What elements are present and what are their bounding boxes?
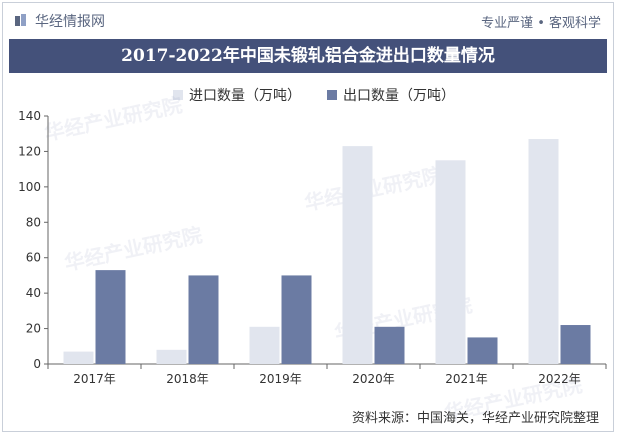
tagline: 专业严谨 • 客观科学 — [481, 16, 601, 31]
legend-label-export: 出口数量（万吨） — [343, 88, 455, 104]
legend-swatch-import — [173, 90, 183, 100]
legend-label-import: 进口数量（万吨） — [189, 88, 301, 104]
brand-name: 华经情报网 — [35, 14, 105, 30]
bar-import — [63, 351, 94, 364]
y-tick-label: 20 — [26, 322, 41, 336]
x-tick-label: 2022年 — [538, 372, 581, 386]
bar-export — [95, 270, 126, 364]
top-bar: 华经情报网 专业严谨 • 客观科学 — [3, 3, 613, 35]
legend-swatch-export — [327, 90, 337, 100]
brand: 华经情报网 — [15, 11, 105, 31]
bar-import — [342, 146, 373, 364]
chart-frame: 华经情报网 专业严谨 • 客观科学 2017-2022年中国未锻轧铝合金进出口数… — [2, 2, 614, 432]
y-tick-label: 100 — [18, 180, 41, 194]
x-tick-label: 2020年 — [352, 372, 395, 386]
bar-import — [156, 349, 187, 364]
y-tick-label: 40 — [26, 286, 41, 300]
source-note: 资料来源：中国海关，华经产业研究院整理 — [351, 411, 599, 426]
bar-export — [281, 275, 312, 364]
bar-export — [188, 275, 219, 364]
chart-title: 2017-2022年中国未锻轧铝合金进出口数量情况 — [9, 39, 607, 73]
y-tick-label: 60 — [26, 251, 41, 265]
chart-legend: 进口数量（万吨） 出口数量（万吨） — [173, 85, 455, 105]
x-tick-label: 2018年 — [166, 372, 209, 386]
y-tick-label: 0 — [33, 357, 41, 371]
y-tick-label: 140 — [18, 109, 41, 123]
legend-item-export: 出口数量（万吨） — [327, 85, 455, 105]
bar-export — [374, 326, 405, 364]
legend-item-import: 进口数量（万吨） — [173, 85, 301, 105]
bar-import — [249, 326, 280, 364]
bar-chart: 0 20 40 60 80 100 120 140 2017年 2018年 2019年 2020年 20… — [18, 109, 607, 386]
x-tick-label: 2021年 — [445, 372, 488, 386]
brand-logo-icon — [15, 14, 29, 28]
y-tick-label: 80 — [26, 215, 41, 229]
x-tick-label: 2017年 — [73, 372, 116, 386]
y-tick-label: 120 — [18, 144, 41, 158]
x-tick-label: 2019年 — [259, 372, 302, 386]
bar-export — [467, 337, 498, 364]
bar-import — [435, 160, 466, 364]
bar-import — [528, 139, 559, 364]
bar-export — [560, 325, 591, 364]
